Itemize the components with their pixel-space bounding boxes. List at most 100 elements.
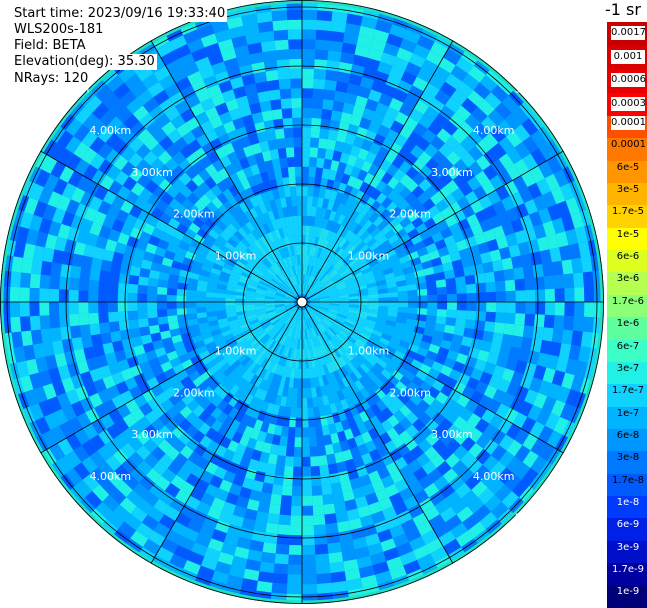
ppi-cell <box>302 398 308 408</box>
ppi-cell <box>486 352 499 365</box>
ppi-cell <box>468 521 486 539</box>
ppi-cell <box>362 483 376 496</box>
ppi-cell <box>190 354 202 365</box>
ppi-cell <box>272 188 280 200</box>
ppi-cell <box>164 106 181 122</box>
ppi-cell <box>241 578 258 591</box>
ppi-cell <box>142 97 160 113</box>
ppi-cell <box>463 327 475 339</box>
ppi-cell <box>302 535 315 546</box>
ppi-cell <box>391 155 405 169</box>
ppi-cell <box>148 483 165 499</box>
ppi-cell <box>571 257 583 274</box>
ppi-cell <box>207 282 218 289</box>
ppi-cell <box>311 475 322 487</box>
ppi-cell <box>373 271 385 279</box>
ppi-cell <box>132 105 149 122</box>
ppi-cell <box>461 364 475 377</box>
ppi-cell <box>536 352 550 368</box>
ppi-cell <box>527 182 543 200</box>
ppi-cell <box>464 274 476 285</box>
ppi-cell <box>319 272 327 282</box>
ppi-cell <box>266 338 275 349</box>
ppi-cell <box>191 542 208 557</box>
ppi-cell <box>184 381 197 394</box>
ppi-cell <box>407 130 422 145</box>
ppi-cell <box>191 334 203 344</box>
ppi-cell <box>401 334 413 344</box>
ppi-cell <box>296 319 300 330</box>
ppi-cell <box>302 127 312 138</box>
ppi-cell <box>389 24 407 39</box>
ppi-cell <box>518 348 531 363</box>
ppi-cell <box>452 361 465 373</box>
ppi-cell <box>138 276 149 286</box>
ppi-cell <box>232 267 243 275</box>
ppi-cell <box>236 422 247 435</box>
ppi-cell <box>324 209 332 220</box>
ppi-cell <box>278 514 291 526</box>
ppi-cell <box>222 448 235 462</box>
ppi-cell <box>169 357 182 368</box>
ppi-cell <box>187 451 202 465</box>
ppi-cell <box>518 187 534 204</box>
ppi-cell <box>38 217 53 234</box>
ppi-cell <box>529 377 543 393</box>
ppi-cell <box>339 152 350 164</box>
ppi-cell <box>255 309 266 315</box>
ppi-cell <box>471 106 488 124</box>
ppi-cell <box>387 414 400 428</box>
ppi-cell <box>228 319 239 326</box>
ppi-cell <box>280 313 289 321</box>
ppi-cell <box>169 236 182 247</box>
ppi-cell <box>139 475 156 491</box>
ppi-cell <box>498 153 515 170</box>
ppi-cell <box>495 312 506 324</box>
ppi-cell <box>487 190 502 205</box>
ppi-cell <box>497 508 516 527</box>
ppi-cell <box>377 124 391 138</box>
ppi-cell <box>418 91 435 107</box>
ppi-cell <box>350 425 362 438</box>
ppi-cell <box>497 378 511 393</box>
ppi-cell <box>327 463 339 475</box>
ppi-cell <box>506 130 523 148</box>
ppi-cell <box>82 113 100 131</box>
ppi-cell <box>365 492 379 506</box>
ppi-cell <box>308 291 317 298</box>
ppi-cell <box>514 141 531 159</box>
ppi-cell <box>501 221 515 236</box>
ppi-cell <box>563 273 575 289</box>
ppi-cell <box>263 233 272 245</box>
ppi-cell <box>584 286 595 302</box>
ppi-cell <box>211 497 226 511</box>
ppi-cell <box>350 382 360 394</box>
colorbar-segment <box>607 451 647 475</box>
ppi-cell <box>529 421 545 439</box>
ppi-cell <box>245 296 256 300</box>
ppi-cell <box>276 59 290 70</box>
ppi-cell <box>167 460 183 475</box>
ppi-cell <box>152 339 164 350</box>
ppi-cell <box>229 251 240 261</box>
colorbar-label: 3e-8 <box>616 452 640 464</box>
ppi-cell <box>370 227 381 238</box>
ppi-cell <box>378 297 389 302</box>
ppi-cell <box>254 366 264 377</box>
ppi-cell <box>176 369 189 382</box>
ppi-cell <box>187 245 199 255</box>
ppi-cell <box>335 317 346 324</box>
ppi-cell <box>259 278 270 285</box>
ppi-cell <box>98 159 114 175</box>
ppi-cell <box>331 201 340 213</box>
ppi-cell <box>260 171 270 183</box>
ppi-cell <box>89 268 101 281</box>
ppi-cell <box>273 342 281 353</box>
ppi-cell <box>428 250 441 261</box>
ppi-cell <box>57 148 74 166</box>
ppi-cell <box>354 157 365 170</box>
ppi-cell <box>547 448 564 467</box>
ppi-cell <box>497 211 511 226</box>
ppi-cell <box>313 267 319 278</box>
ppi-cell <box>294 225 299 236</box>
